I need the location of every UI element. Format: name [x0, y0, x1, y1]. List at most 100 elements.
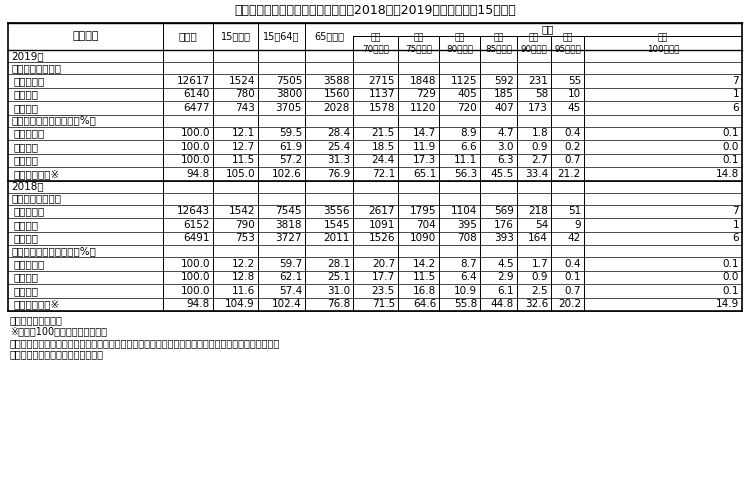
Text: 7545: 7545 — [275, 206, 302, 216]
Text: 2.9: 2.9 — [497, 272, 514, 282]
Text: 71.5: 71.5 — [372, 299, 395, 309]
Text: 6140: 6140 — [184, 89, 210, 99]
Text: 人口性比　※: 人口性比 ※ — [13, 299, 59, 309]
Text: 6152: 6152 — [184, 220, 210, 230]
Text: 12.8: 12.8 — [232, 272, 255, 282]
Text: 58: 58 — [535, 89, 548, 99]
Text: 1090: 1090 — [410, 233, 436, 243]
Text: 資料：「人口推計」: 資料：「人口推計」 — [10, 315, 63, 325]
Text: 102.4: 102.4 — [272, 299, 302, 309]
Text: 407: 407 — [494, 103, 514, 113]
Text: 45.5: 45.5 — [490, 169, 514, 179]
Text: 1: 1 — [732, 89, 739, 99]
Text: 62.1: 62.1 — [279, 272, 302, 282]
Text: 790: 790 — [236, 220, 255, 230]
Text: 11.1: 11.1 — [454, 155, 477, 165]
Text: 8.9: 8.9 — [460, 128, 477, 138]
Text: 100.0: 100.0 — [181, 286, 210, 296]
Text: 0.0: 0.0 — [723, 142, 739, 152]
Text: 女: 女 — [13, 286, 38, 296]
Text: 6477: 6477 — [184, 103, 210, 113]
Text: 6.6: 6.6 — [460, 142, 477, 152]
Text: 1125: 1125 — [451, 76, 477, 86]
Text: 176: 176 — [494, 220, 514, 230]
Text: 7: 7 — [732, 206, 739, 216]
Text: 3.0: 3.0 — [497, 142, 514, 152]
Text: 100.0: 100.0 — [181, 272, 210, 282]
Text: 100.0: 100.0 — [181, 259, 210, 269]
Text: 42: 42 — [568, 233, 581, 243]
Text: 総人口に占める割合（%）: 総人口に占める割合（%） — [11, 115, 96, 126]
Text: 1120: 1120 — [410, 103, 436, 113]
Text: 0.9: 0.9 — [532, 142, 548, 152]
Text: 3705: 3705 — [276, 103, 302, 113]
Text: 94.8: 94.8 — [187, 169, 210, 179]
Text: 12617: 12617 — [177, 76, 210, 86]
Text: 0.1: 0.1 — [565, 272, 581, 282]
Text: 11.6: 11.6 — [232, 286, 255, 296]
Text: 男: 男 — [13, 89, 38, 99]
Text: 6.3: 6.3 — [497, 155, 514, 165]
Text: 12.1: 12.1 — [232, 128, 255, 138]
Text: 男: 男 — [13, 142, 38, 152]
Text: 51: 51 — [568, 206, 581, 216]
Text: 72.1: 72.1 — [372, 169, 395, 179]
Text: 9: 9 — [574, 220, 581, 230]
Text: 729: 729 — [416, 89, 436, 99]
Text: 4.5: 4.5 — [497, 259, 514, 269]
Text: 男: 男 — [13, 220, 38, 230]
Text: 56.3: 56.3 — [454, 169, 477, 179]
Text: 0.1: 0.1 — [722, 286, 739, 296]
Text: 231: 231 — [528, 76, 548, 86]
Text: 0.7: 0.7 — [565, 155, 581, 165]
Text: 1524: 1524 — [229, 76, 255, 86]
Text: 1: 1 — [732, 220, 739, 230]
Text: 0.7: 0.7 — [565, 286, 581, 296]
Text: 1560: 1560 — [324, 89, 350, 99]
Text: 1.7: 1.7 — [531, 259, 548, 269]
Text: 12.2: 12.2 — [232, 259, 255, 269]
Text: 6: 6 — [732, 103, 739, 113]
Text: 1542: 1542 — [229, 206, 255, 216]
Text: 男: 男 — [13, 272, 38, 282]
Text: 708: 708 — [458, 233, 477, 243]
Text: うち
70歳以上: うち 70歳以上 — [362, 33, 389, 53]
Text: 569: 569 — [494, 206, 514, 216]
Text: 33.4: 33.4 — [525, 169, 548, 179]
Text: 65.1: 65.1 — [413, 169, 436, 179]
Text: 592: 592 — [494, 76, 514, 86]
Text: 1848: 1848 — [410, 76, 436, 86]
Text: 0.4: 0.4 — [565, 128, 581, 138]
Text: 7505: 7505 — [276, 76, 302, 86]
Text: 57.2: 57.2 — [279, 155, 302, 165]
Text: 1526: 1526 — [368, 233, 395, 243]
Text: 102.6: 102.6 — [272, 169, 302, 179]
Text: 59.7: 59.7 — [279, 259, 302, 269]
Text: 7: 7 — [732, 76, 739, 86]
Text: 31.3: 31.3 — [327, 155, 350, 165]
Text: 720: 720 — [458, 103, 477, 113]
Text: 2.5: 2.5 — [531, 286, 548, 296]
Text: 人　口（万人）: 人 口（万人） — [11, 63, 61, 73]
Text: 21.5: 21.5 — [372, 128, 395, 138]
Text: 17.3: 17.3 — [413, 155, 436, 165]
Text: 20.2: 20.2 — [558, 299, 581, 309]
Text: 14.7: 14.7 — [413, 128, 436, 138]
Text: 17.7: 17.7 — [372, 272, 395, 282]
Text: 18.5: 18.5 — [372, 142, 395, 152]
Text: 100.0: 100.0 — [181, 142, 210, 152]
Text: 164: 164 — [528, 233, 548, 243]
Text: 2715: 2715 — [368, 76, 395, 86]
Text: 12643: 12643 — [177, 206, 210, 216]
Text: 表１　年齢３区分別人口及び割合（2018年、2019年）－　９月15日現在: 表１ 年齢３区分別人口及び割合（2018年、2019年）－ ９月15日現在 — [234, 4, 516, 17]
Text: 11.9: 11.9 — [413, 142, 436, 152]
Text: 女: 女 — [13, 155, 38, 165]
Text: 405: 405 — [458, 89, 477, 99]
Text: 59.5: 59.5 — [279, 128, 302, 138]
Text: 女: 女 — [13, 233, 38, 243]
Text: 105.0: 105.0 — [225, 169, 255, 179]
Text: 3800: 3800 — [276, 89, 302, 99]
Text: 28.1: 28.1 — [327, 259, 350, 269]
Text: 2011: 2011 — [324, 233, 350, 243]
Text: 区　　分: 区 分 — [72, 31, 99, 42]
